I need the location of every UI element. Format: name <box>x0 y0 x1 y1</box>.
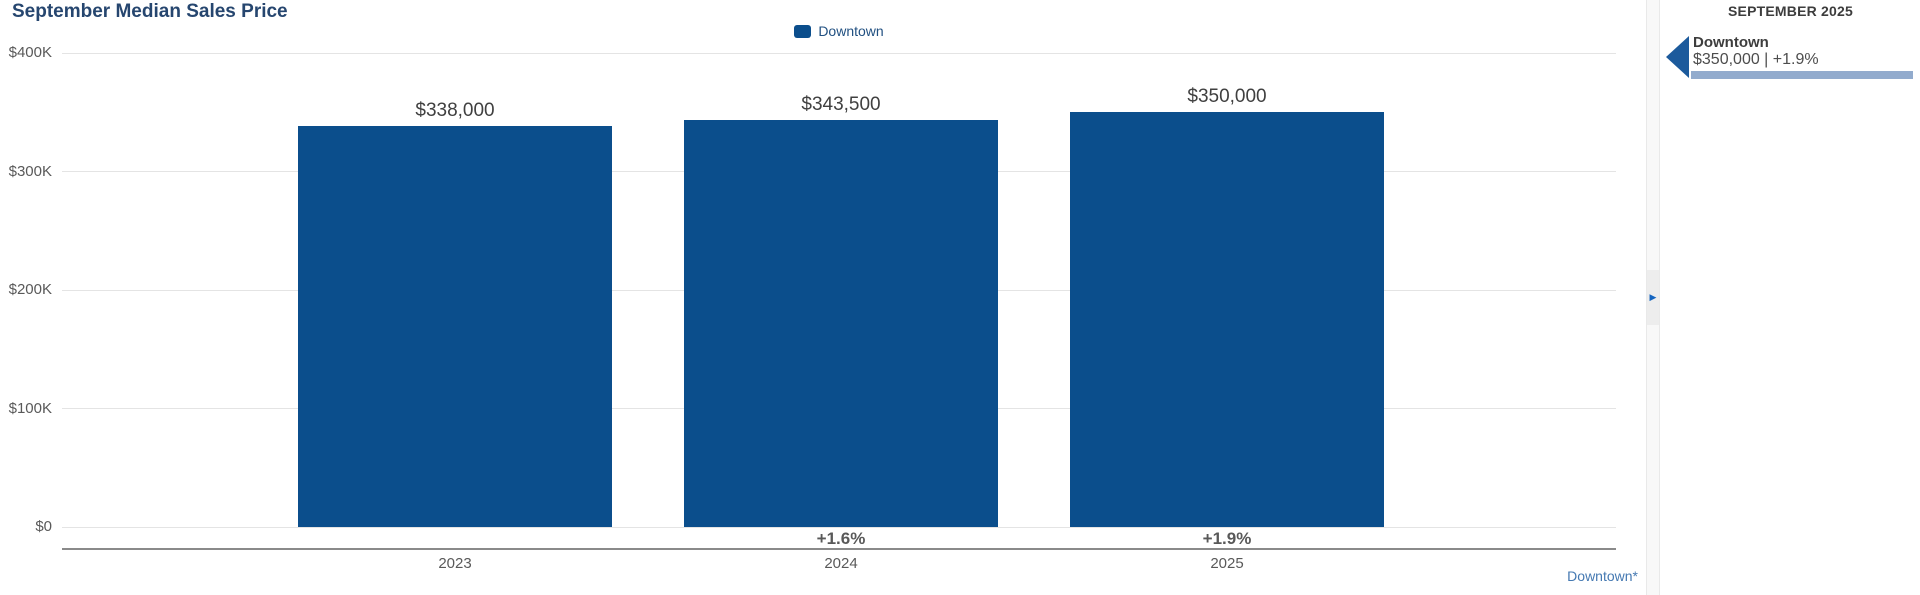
series-footnote-link[interactable]: Downtown* <box>1567 568 1638 584</box>
bar-value-label: $338,000 <box>415 100 495 122</box>
legend-swatch-icon <box>794 24 812 38</box>
chart-legend: Downtown <box>62 23 1616 39</box>
panel-collapse-button[interactable]: ▶ <box>1647 270 1659 325</box>
chevron-right-icon: ▶ <box>1649 292 1657 302</box>
bar-2023[interactable] <box>298 126 612 527</box>
sidebar-metric-name: Downtown <box>1693 34 1769 51</box>
bar-2024[interactable] <box>684 119 998 527</box>
bar-2025[interactable] <box>1070 112 1384 527</box>
legend-item-downtown[interactable]: Downtown <box>818 23 884 39</box>
readout-sidebar: SEPTEMBER 2025 Downtown $350,000 | +1.9% <box>1661 0 1920 595</box>
x-axis-category-label: 2025 <box>1210 555 1244 572</box>
x-axis-category-label: 2023 <box>438 555 472 572</box>
y-gridline <box>62 526 1616 528</box>
yoy-change-label: +1.6% <box>816 529 866 548</box>
y-axis-tick-label: $200K <box>8 281 52 298</box>
chart-title: September Median Sales Price <box>12 1 288 22</box>
plot-area: $0 $100K $200K $300K $400K $338,000 2023 $343,5… <box>8 44 1616 572</box>
x-axis-category-label: 2024 <box>824 555 858 572</box>
x-axis-line <box>62 548 1616 550</box>
sidebar-metric-entry[interactable]: Downtown $350,000 | +1.9% <box>1661 30 1920 85</box>
y-axis-tick-label: $400K <box>8 44 52 61</box>
left-arrow-marker-icon <box>1666 36 1689 78</box>
yoy-change-label: +1.9% <box>1202 529 1252 548</box>
chart-panel: September Median Sales Price Downtown $0… <box>8 1 1638 584</box>
bar-value-label: $343,500 <box>801 93 881 115</box>
y-axis-tick-label: $300K <box>8 162 52 180</box>
sidebar-period-header: SEPTEMBER 2025 <box>1728 3 1853 19</box>
y-gridline <box>62 52 1616 54</box>
sidebar-metric-value: $350,000 | +1.9% <box>1693 51 1819 68</box>
y-axis-tick-label: $100K <box>8 399 52 417</box>
panel-collapse-strip: ▶ <box>1646 0 1660 595</box>
y-axis-tick-label: $0 <box>35 518 52 535</box>
bar-value-label: $350,000 <box>1187 86 1267 108</box>
sidebar-range-bar <box>1691 71 1913 79</box>
